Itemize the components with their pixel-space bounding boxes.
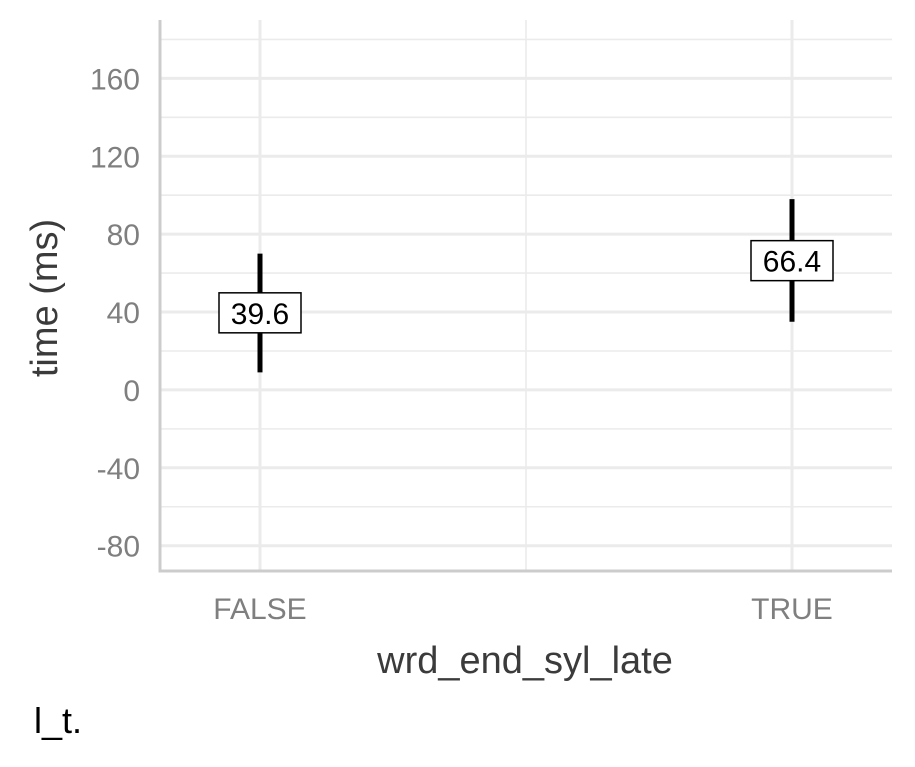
x-axis-title: wrd_end_syl_late bbox=[376, 640, 673, 682]
y-tick-label: -40 bbox=[97, 453, 140, 486]
y-tick-label: 120 bbox=[90, 141, 140, 174]
axes bbox=[158, 20, 892, 573]
x-tick-labels: FALSE TRUE bbox=[213, 593, 833, 626]
y-tick-label: 160 bbox=[90, 63, 140, 96]
y-tick-label: 0 bbox=[123, 375, 140, 408]
y-tick-label: 80 bbox=[107, 219, 140, 252]
data-label-box bbox=[750, 239, 834, 282]
x-tick-label: TRUE bbox=[751, 593, 833, 626]
caption: l_t. bbox=[34, 700, 83, 741]
y-tick-labels: -80 -40 0 40 80 120 160 bbox=[90, 63, 140, 563]
data-label: 66.4 bbox=[763, 246, 821, 279]
y-tick-label: -80 bbox=[97, 531, 140, 564]
y-tick-label: 40 bbox=[107, 297, 140, 330]
x-tick-label: FALSE bbox=[213, 593, 306, 626]
data-label-box bbox=[218, 292, 302, 334]
data-label: 39.6 bbox=[231, 298, 289, 331]
y-axis-title: time (ms) bbox=[24, 219, 66, 377]
error-bars: 39.6 66.4 bbox=[218, 199, 834, 373]
minor-gridlines bbox=[160, 20, 892, 571]
